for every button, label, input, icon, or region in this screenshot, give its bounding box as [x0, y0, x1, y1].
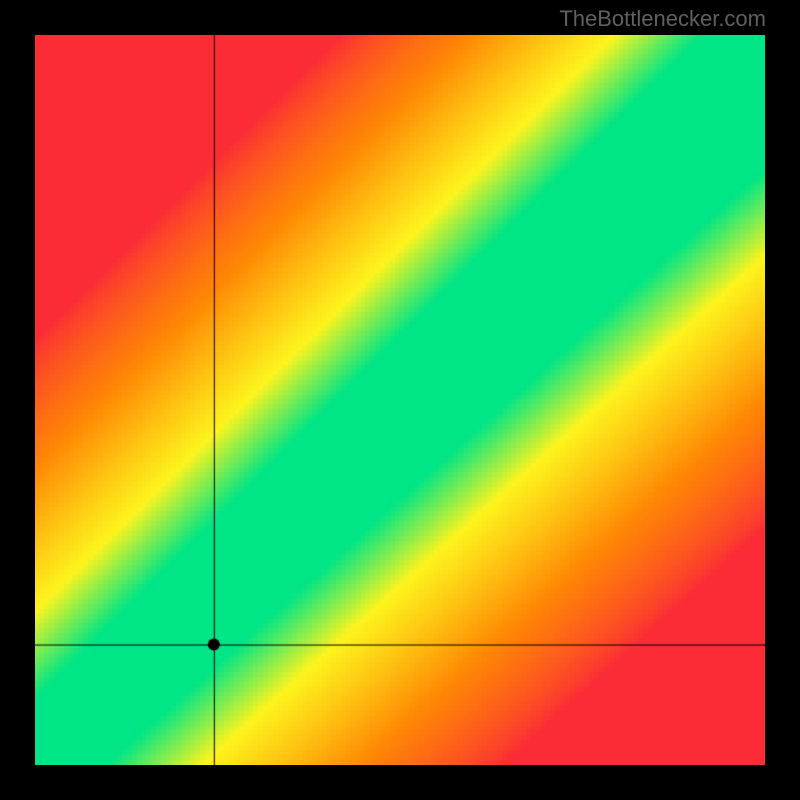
watermark-text: TheBottlenecker.com: [559, 6, 766, 32]
bottleneck-heatmap: [35, 35, 765, 765]
chart-container: { "chart": { "type": "heatmap", "outer_w…: [0, 0, 800, 800]
